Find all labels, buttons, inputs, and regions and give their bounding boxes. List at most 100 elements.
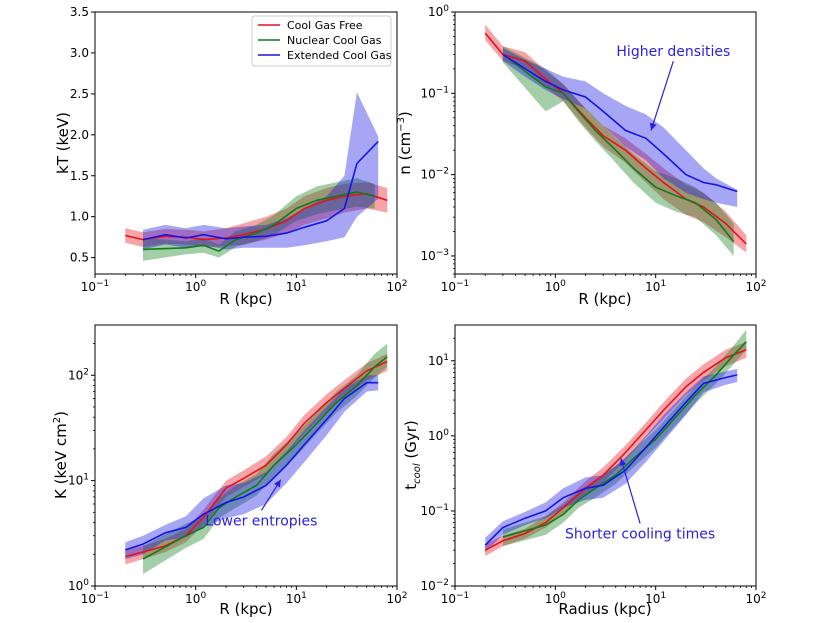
y-tick-label: 100: [428, 4, 449, 19]
x-tick-exponent: −1: [456, 591, 469, 601]
annotation-arrow-head: [649, 122, 657, 131]
y-axis-label-base: n (cm: [396, 132, 414, 175]
x-tick-base: 10: [745, 280, 760, 294]
y-tick-label: 100: [68, 578, 89, 593]
y-axis-label-end: (Gyr): [402, 420, 420, 463]
x-tick-exponent: 2: [761, 279, 767, 289]
y-tick-label: 102: [68, 367, 89, 382]
plot-frame: [94, 11, 398, 275]
annotation-arrow-head: [619, 458, 627, 467]
x-tick-label: 10−1: [81, 591, 110, 606]
y-tick-exponent: −1: [436, 503, 449, 513]
y-tick-label: 10−2: [420, 578, 449, 593]
plot-frame: [454, 11, 757, 275]
x-tick-base: 10: [386, 592, 401, 606]
y-axis-label: K (keV cm2): [52, 411, 70, 499]
y-axis-label-subscript: cool: [412, 463, 423, 484]
y-axis-label-superscript: 2: [52, 417, 63, 423]
x-tick-base: 10: [185, 280, 200, 294]
x-tick-label: 102: [745, 279, 766, 294]
y-tick-label: 0.5: [70, 251, 89, 265]
line-extended-cool-gas: [484, 374, 738, 546]
x-tick-exponent: 2: [402, 591, 408, 601]
band-extended-cool-gas: [125, 375, 379, 560]
annotation-label: Shorter cooling times: [565, 527, 715, 543]
y-tick-label: 101: [428, 353, 449, 368]
x-axis-label: R (kpc): [219, 290, 272, 308]
band-extended-cool-gas: [143, 92, 379, 250]
line-nuclear-cool-gas: [142, 191, 375, 252]
x-tick-base: 10: [286, 592, 301, 606]
x-tick-label: 100: [545, 591, 566, 606]
x-tick-exponent: 1: [660, 591, 666, 601]
x-tick-base: 10: [645, 280, 660, 294]
line-nuclear-cool-gas: [502, 53, 735, 243]
line-extended-cool-gas: [502, 53, 738, 193]
x-tick-exponent: 0: [560, 591, 566, 601]
panel-temperature: 10−1 100 101 102 0.51.01.52.02.53.03.5 R (k…: [54, 5, 408, 308]
plot-frame: [454, 324, 757, 587]
y-tick-base: 10: [420, 504, 435, 518]
y-tick-base: 10: [428, 429, 443, 443]
x-tick-label: 100: [185, 591, 206, 606]
x-tick-base: 10: [286, 280, 301, 294]
x-tick-label: 102: [386, 591, 407, 606]
y-tick-exponent: 1: [83, 473, 89, 483]
x-axis-label: R (kpc): [578, 290, 631, 308]
annotation-arrow-line: [620, 458, 641, 524]
line-cool-gas-free: [484, 32, 747, 245]
x-tick-base: 10: [185, 592, 200, 606]
x-tick-base: 10: [441, 280, 456, 294]
y-tick-exponent: 0: [443, 428, 449, 438]
y-tick-label: 3.0: [70, 46, 89, 60]
annotation-lower-entropies: Lower entropies: [205, 479, 317, 529]
x-tick-base: 10: [545, 280, 560, 294]
y-tick-label: 10−3: [420, 248, 449, 263]
annotation-higher-densities: Higher densities: [616, 44, 730, 131]
x-tick-exponent: 1: [660, 279, 666, 289]
x-tick-label: 101: [286, 279, 307, 294]
x-axis-label: R (kpc): [219, 600, 272, 618]
y-tick-exponent: −3: [436, 248, 449, 258]
x-tick-label: 101: [645, 591, 666, 606]
x-tick-base: 10: [545, 592, 560, 606]
x-tick-exponent: 0: [200, 591, 206, 601]
y-tick-base: 10: [68, 579, 83, 593]
y-tick-exponent: 1: [443, 353, 449, 363]
y-tick-label: 2.0: [70, 128, 89, 142]
y-tick-label: 10−1: [420, 503, 449, 518]
x-tick-base: 10: [386, 280, 401, 294]
y-axis-label: kT (keV): [54, 112, 72, 174]
y-tick-exponent: −2: [436, 167, 449, 177]
y-tick-label: 2.5: [70, 87, 89, 101]
annotation-label: Lower entropies: [205, 513, 317, 529]
annotation-shorter-cooling-times: Shorter cooling times: [565, 458, 715, 543]
y-tick-exponent: 2: [83, 367, 89, 377]
x-tick-base: 10: [441, 592, 456, 606]
y-tick-label: 101: [68, 473, 89, 488]
x-tick-exponent: −1: [96, 279, 109, 289]
band-nuclear-cool-gas: [502, 329, 747, 547]
x-tick-base: 10: [81, 592, 96, 606]
legend: Cool Gas Free Nuclear Cool Gas Extended …: [251, 15, 392, 67]
y-axis-label: tcool (Gyr): [402, 420, 423, 490]
legend-label-nuclear-cool-gas: Nuclear Cool Gas: [287, 34, 382, 47]
x-tick-label: 102: [386, 279, 407, 294]
y-tick-exponent: −1: [436, 85, 449, 95]
x-tick-exponent: 1: [301, 591, 307, 601]
x-tick-exponent: 0: [200, 279, 206, 289]
x-tick-exponent: 1: [301, 279, 307, 289]
legend-box: [251, 15, 392, 67]
x-tick-label: 101: [645, 279, 666, 294]
line-cool-gas-free: [484, 349, 747, 551]
y-tick-base: 10: [68, 474, 83, 488]
y-tick-base: 10: [420, 168, 435, 182]
x-tick-base: 10: [81, 280, 96, 294]
x-tick-label: 100: [545, 279, 566, 294]
annotation-label: Higher densities: [616, 44, 730, 60]
x-tick-label: 102: [745, 591, 766, 606]
band-nuclear-cool-gas: [502, 46, 734, 257]
x-tick-label: 10−1: [81, 279, 110, 294]
